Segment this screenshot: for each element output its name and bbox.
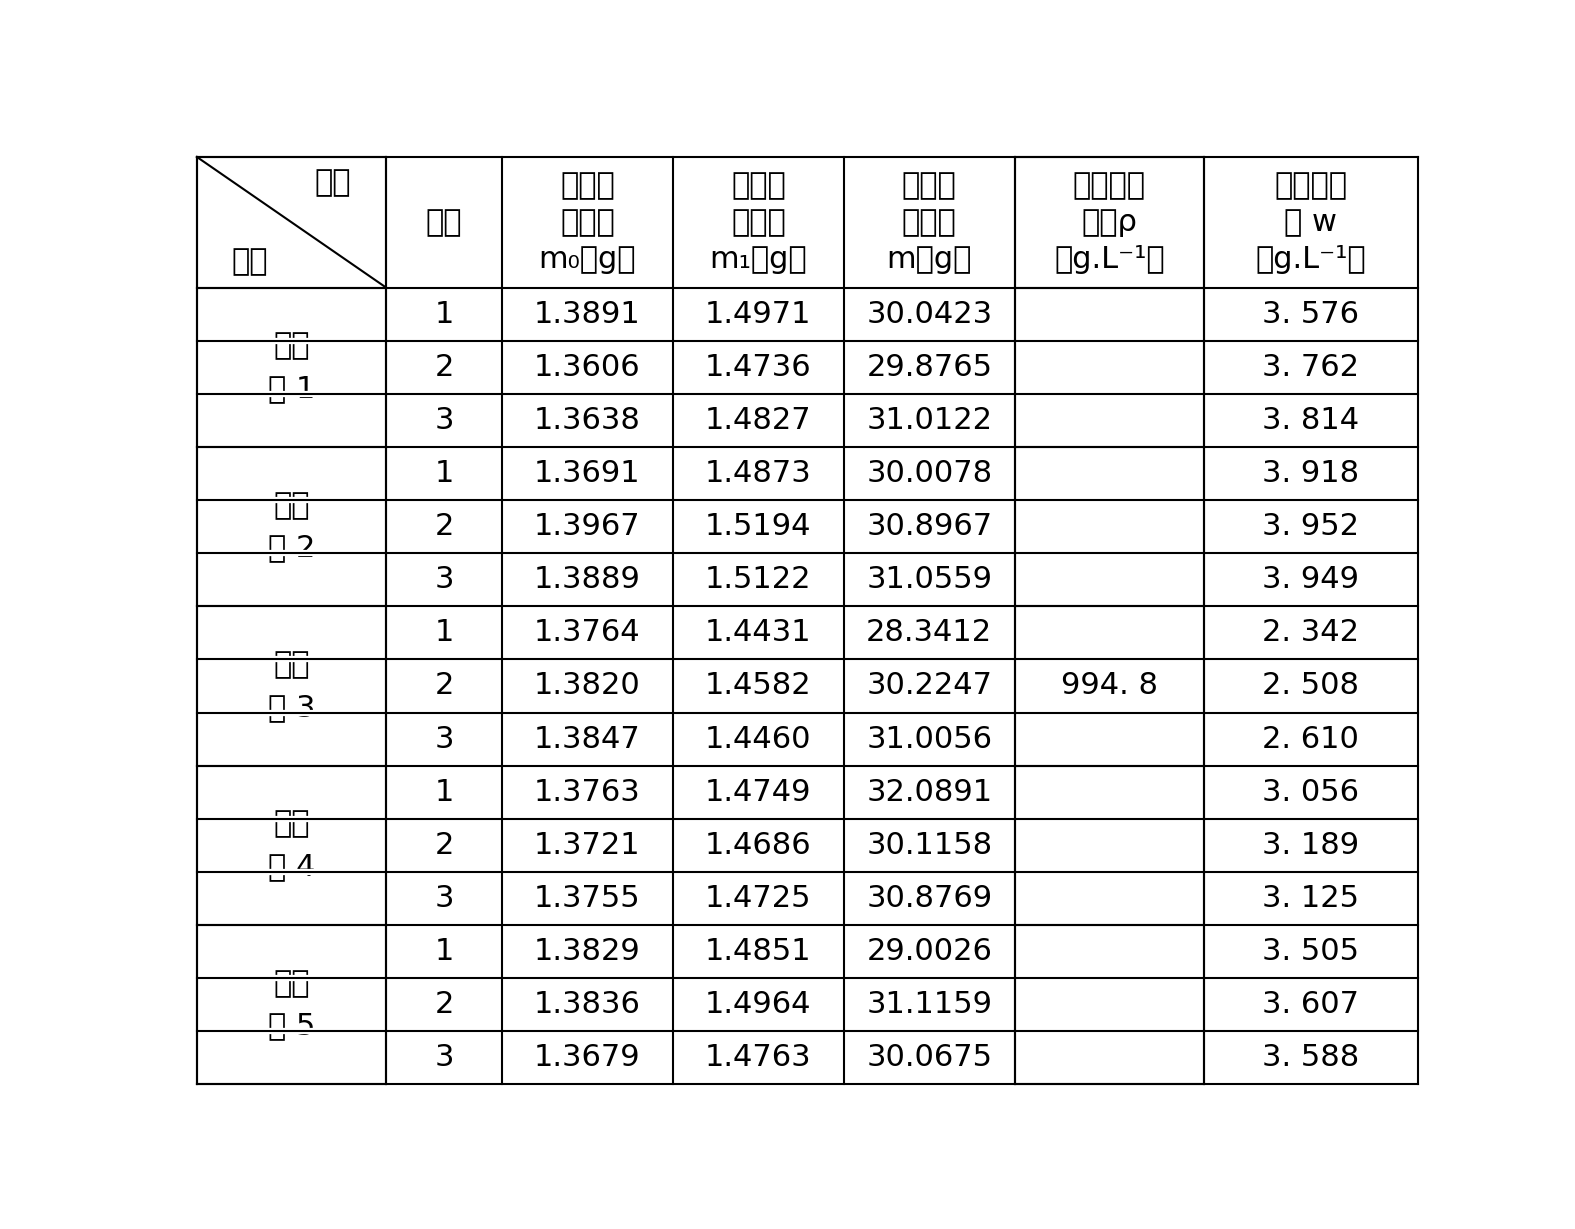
Text: 3. 762: 3. 762 bbox=[1262, 353, 1359, 382]
Text: 1.4763: 1.4763 bbox=[706, 1043, 811, 1072]
Text: 1.3836: 1.3836 bbox=[534, 991, 641, 1019]
Text: 1.3763: 1.3763 bbox=[534, 778, 641, 806]
Text: 3. 125: 3. 125 bbox=[1262, 884, 1359, 913]
Text: 1.4460: 1.4460 bbox=[706, 725, 811, 753]
Text: 1.4582: 1.4582 bbox=[706, 671, 811, 701]
Text: 31.0056: 31.0056 bbox=[866, 725, 992, 753]
Text: 油浆原料
密度ρ
（g.L⁻¹）: 油浆原料 密度ρ （g.L⁻¹） bbox=[1054, 171, 1164, 274]
Text: 3: 3 bbox=[435, 406, 454, 435]
Text: 2: 2 bbox=[435, 671, 454, 701]
Text: 1.3679: 1.3679 bbox=[534, 1043, 641, 1072]
Text: 1.4749: 1.4749 bbox=[706, 778, 811, 806]
Text: 2: 2 bbox=[435, 512, 454, 541]
Text: 1: 1 bbox=[435, 300, 454, 328]
Text: 3. 814: 3. 814 bbox=[1262, 406, 1359, 435]
Text: 名称: 名称 bbox=[315, 168, 351, 198]
Text: 滤纸滤
前质量
m₀（g）: 滤纸滤 前质量 m₀（g） bbox=[539, 171, 636, 274]
Text: 1.3889: 1.3889 bbox=[534, 565, 641, 594]
Text: 2. 342: 2. 342 bbox=[1262, 618, 1359, 648]
Text: 1.3764: 1.3764 bbox=[534, 618, 641, 648]
Text: 30.0675: 30.0675 bbox=[866, 1043, 992, 1072]
Text: 3. 056: 3. 056 bbox=[1262, 778, 1359, 806]
Text: 实施
例 1: 实施 例 1 bbox=[268, 332, 315, 403]
Text: 编号: 编号 bbox=[425, 208, 463, 237]
Text: 1.5194: 1.5194 bbox=[706, 512, 811, 541]
Text: 1.3847: 1.3847 bbox=[534, 725, 641, 753]
Text: 29.0026: 29.0026 bbox=[866, 936, 992, 966]
Text: 滤纸滤
后质量
m₁（g）: 滤纸滤 后质量 m₁（g） bbox=[710, 171, 806, 274]
Text: 油浆固含
量 w
（g.L⁻¹）: 油浆固含 量 w （g.L⁻¹） bbox=[1255, 171, 1366, 274]
Text: 油浆原
料质量
m（g）: 油浆原 料质量 m（g） bbox=[887, 171, 972, 274]
Text: 1.4971: 1.4971 bbox=[706, 300, 811, 328]
Text: 1: 1 bbox=[435, 458, 454, 488]
Text: 28.3412: 28.3412 bbox=[866, 618, 992, 648]
Text: 3. 576: 3. 576 bbox=[1262, 300, 1359, 328]
Text: 30.1158: 30.1158 bbox=[866, 831, 992, 860]
Text: 3. 952: 3. 952 bbox=[1262, 512, 1359, 541]
Text: 3. 607: 3. 607 bbox=[1262, 991, 1359, 1019]
Text: 1.4851: 1.4851 bbox=[706, 936, 811, 966]
Text: 3. 918: 3. 918 bbox=[1262, 458, 1359, 488]
Text: 1.4725: 1.4725 bbox=[706, 884, 811, 913]
Text: 实施
例 5: 实施 例 5 bbox=[268, 968, 315, 1041]
Text: 项目: 项目 bbox=[232, 247, 268, 277]
Text: 1.3691: 1.3691 bbox=[534, 458, 641, 488]
Text: 3: 3 bbox=[435, 884, 454, 913]
Text: 1.4686: 1.4686 bbox=[706, 831, 811, 860]
Text: 1.3606: 1.3606 bbox=[534, 353, 641, 382]
Text: 30.0423: 30.0423 bbox=[866, 300, 992, 328]
Text: 2: 2 bbox=[435, 353, 454, 382]
Text: 3. 949: 3. 949 bbox=[1262, 565, 1359, 594]
Text: 30.8769: 30.8769 bbox=[866, 884, 992, 913]
Text: 30.0078: 30.0078 bbox=[866, 458, 992, 488]
Text: 实施
例 4: 实施 例 4 bbox=[268, 810, 315, 881]
Text: 1.3721: 1.3721 bbox=[534, 831, 641, 860]
Text: 3: 3 bbox=[435, 1043, 454, 1072]
Text: 31.0559: 31.0559 bbox=[866, 565, 992, 594]
Text: 3. 189: 3. 189 bbox=[1262, 831, 1359, 860]
Text: 31.0122: 31.0122 bbox=[866, 406, 992, 435]
Text: 994. 8: 994. 8 bbox=[1062, 671, 1158, 701]
Text: 1.4431: 1.4431 bbox=[706, 618, 811, 648]
Text: 1.3829: 1.3829 bbox=[534, 936, 641, 966]
Text: 1.3891: 1.3891 bbox=[534, 300, 641, 328]
Text: 1.3820: 1.3820 bbox=[534, 671, 641, 701]
Text: 31.1159: 31.1159 bbox=[866, 991, 992, 1019]
Text: 1.3638: 1.3638 bbox=[534, 406, 641, 435]
Text: 3. 588: 3. 588 bbox=[1262, 1043, 1359, 1072]
Text: 3. 505: 3. 505 bbox=[1262, 936, 1359, 966]
Text: 30.8967: 30.8967 bbox=[866, 512, 992, 541]
Text: 2: 2 bbox=[435, 991, 454, 1019]
Text: 1.4964: 1.4964 bbox=[706, 991, 811, 1019]
Text: 1.3755: 1.3755 bbox=[534, 884, 641, 913]
Text: 3: 3 bbox=[435, 725, 454, 753]
Text: 1.5122: 1.5122 bbox=[706, 565, 811, 594]
Text: 1.4827: 1.4827 bbox=[706, 406, 811, 435]
Text: 32.0891: 32.0891 bbox=[866, 778, 992, 806]
Text: 29.8765: 29.8765 bbox=[866, 353, 992, 382]
Text: 2. 610: 2. 610 bbox=[1262, 725, 1359, 753]
Text: 1.4736: 1.4736 bbox=[706, 353, 811, 382]
Text: 2. 508: 2. 508 bbox=[1262, 671, 1359, 701]
Text: 实施
例 3: 实施 例 3 bbox=[268, 650, 315, 721]
Text: 3: 3 bbox=[435, 565, 454, 594]
Text: 1: 1 bbox=[435, 618, 454, 648]
Text: 1: 1 bbox=[435, 778, 454, 806]
Text: 实施
例 2: 实施 例 2 bbox=[268, 490, 315, 563]
Text: 1: 1 bbox=[435, 936, 454, 966]
Text: 1.3967: 1.3967 bbox=[534, 512, 641, 541]
Text: 2: 2 bbox=[435, 831, 454, 860]
Text: 30.2247: 30.2247 bbox=[866, 671, 992, 701]
Text: 1.4873: 1.4873 bbox=[706, 458, 811, 488]
